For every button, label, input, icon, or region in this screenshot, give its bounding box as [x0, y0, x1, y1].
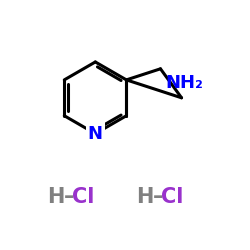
- Text: H: H: [47, 187, 64, 207]
- Text: Cl: Cl: [161, 187, 183, 207]
- Text: H: H: [136, 187, 154, 207]
- Text: –: –: [64, 187, 74, 207]
- Text: –: –: [152, 187, 163, 207]
- Text: N: N: [88, 125, 103, 143]
- Text: NH₂: NH₂: [165, 74, 203, 92]
- Text: Cl: Cl: [72, 187, 94, 207]
